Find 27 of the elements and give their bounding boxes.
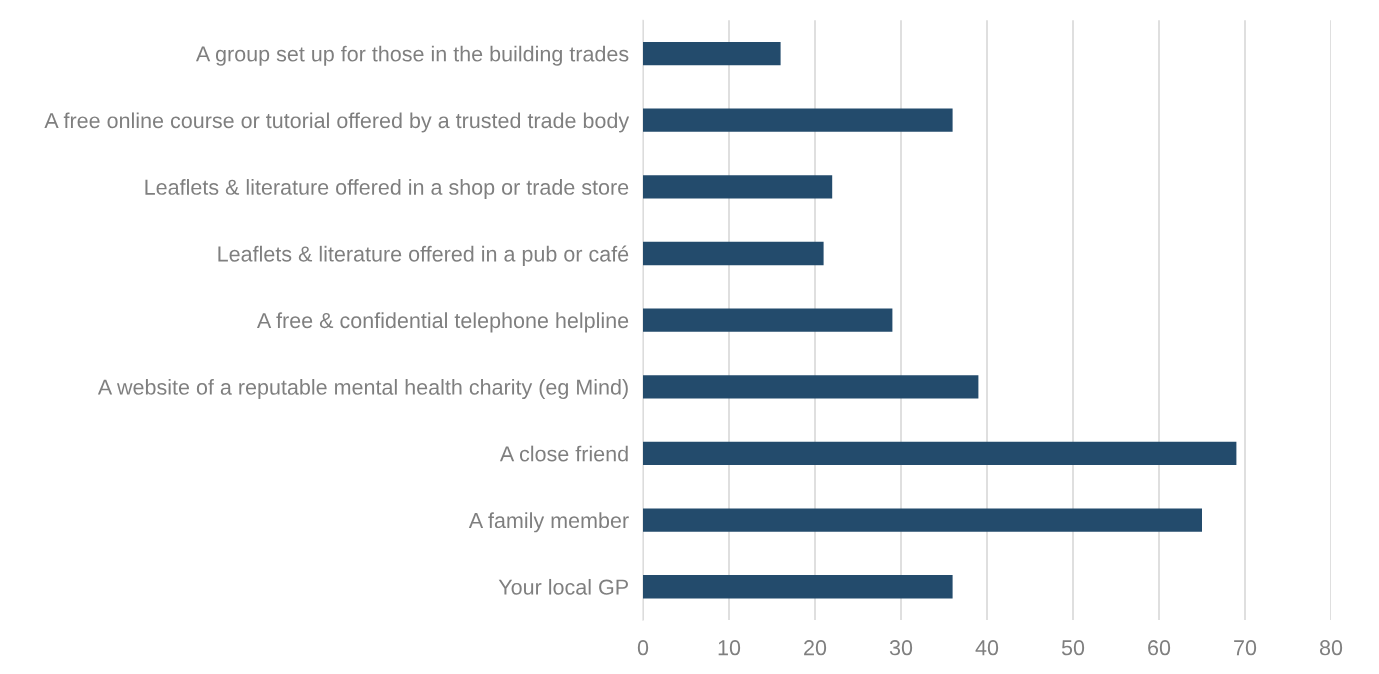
x-tick-label: 10 [718,640,741,656]
y-tick-label: Leaflets & literature offered in a pub or café [218,245,629,266]
x-tick-label: 40 [975,640,999,656]
bar [643,241,824,266]
x-tick-label: 20 [804,640,827,656]
y-tick-label: Leaflets & literature offered in a shop or trade store [145,179,629,200]
y-tick-label: Your local GP [498,578,628,595]
bar [643,441,1237,466]
x-tick-label: 60 [1148,640,1171,656]
bar [643,375,979,399]
y-tick-label: A free & confidential telephone helpline [256,312,629,333]
x-tick-label: 80 [1319,640,1343,656]
y-tick-label: A group set up for those in the building trades [195,45,629,66]
bar [643,108,953,132]
bar [643,308,893,332]
bar [643,575,953,599]
y-tick-label: A close friend [499,445,628,462]
x-tick-label: 30 [889,640,913,656]
y-tick-label: A free online course or tutorial offered by a trusted trade body [44,112,630,133]
y-tick-label: A family member [468,512,629,533]
x-tick-label: 70 [1234,640,1257,656]
y-tick-label: A website of a reputable mental health charity (eg Mind) [97,379,628,400]
bar [643,175,833,199]
x-tick-label: 50 [1061,640,1085,656]
x-tick-label: 0 [637,640,649,656]
bar [643,41,781,66]
bar [643,508,1202,532]
